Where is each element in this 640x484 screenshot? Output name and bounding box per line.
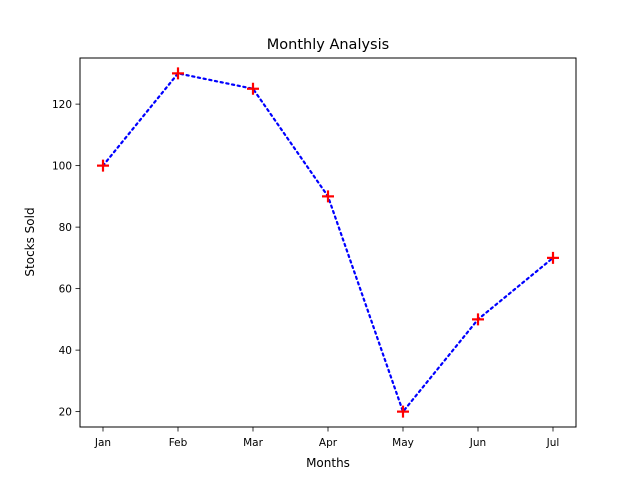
y-tick-label-80: 80 [59, 222, 72, 234]
y-tick-label-100: 100 [52, 161, 72, 173]
x-tick-label-jun: Jun [469, 437, 486, 449]
y-tick-label-120: 120 [52, 99, 72, 111]
x-tick-label-jul: Jul [546, 437, 560, 449]
y-tick-label-20: 20 [59, 407, 72, 419]
plot-area-frame [79, 57, 577, 428]
x-tick-label-jan: Jan [94, 437, 111, 449]
chart-title: Monthly Analysis [267, 37, 389, 53]
data-layer [97, 67, 559, 418]
x-tick-label-may: May [392, 437, 414, 449]
y-axis-label: Stocks Sold [23, 207, 37, 276]
y-tick-label-40: 40 [59, 345, 72, 357]
x-tick-label-mar: Mar [243, 437, 263, 449]
data-point-jul [547, 251, 559, 264]
y-tick-label-60: 60 [59, 284, 72, 296]
data-point-apr [322, 190, 334, 203]
x-tick-label-apr: Apr [319, 437, 338, 449]
x-tick-label-feb: Feb [169, 437, 188, 449]
data-point-may [397, 405, 409, 418]
data-point-jan [97, 159, 109, 172]
data-point-feb [172, 67, 184, 80]
x-axis-label: Months [306, 456, 350, 470]
data-point-mar [247, 82, 259, 95]
data-point-jun [472, 313, 484, 326]
axis-ticks: Jan Feb Mar Apr May Jun Jul 20 40 60 80 100 120 [52, 99, 559, 449]
